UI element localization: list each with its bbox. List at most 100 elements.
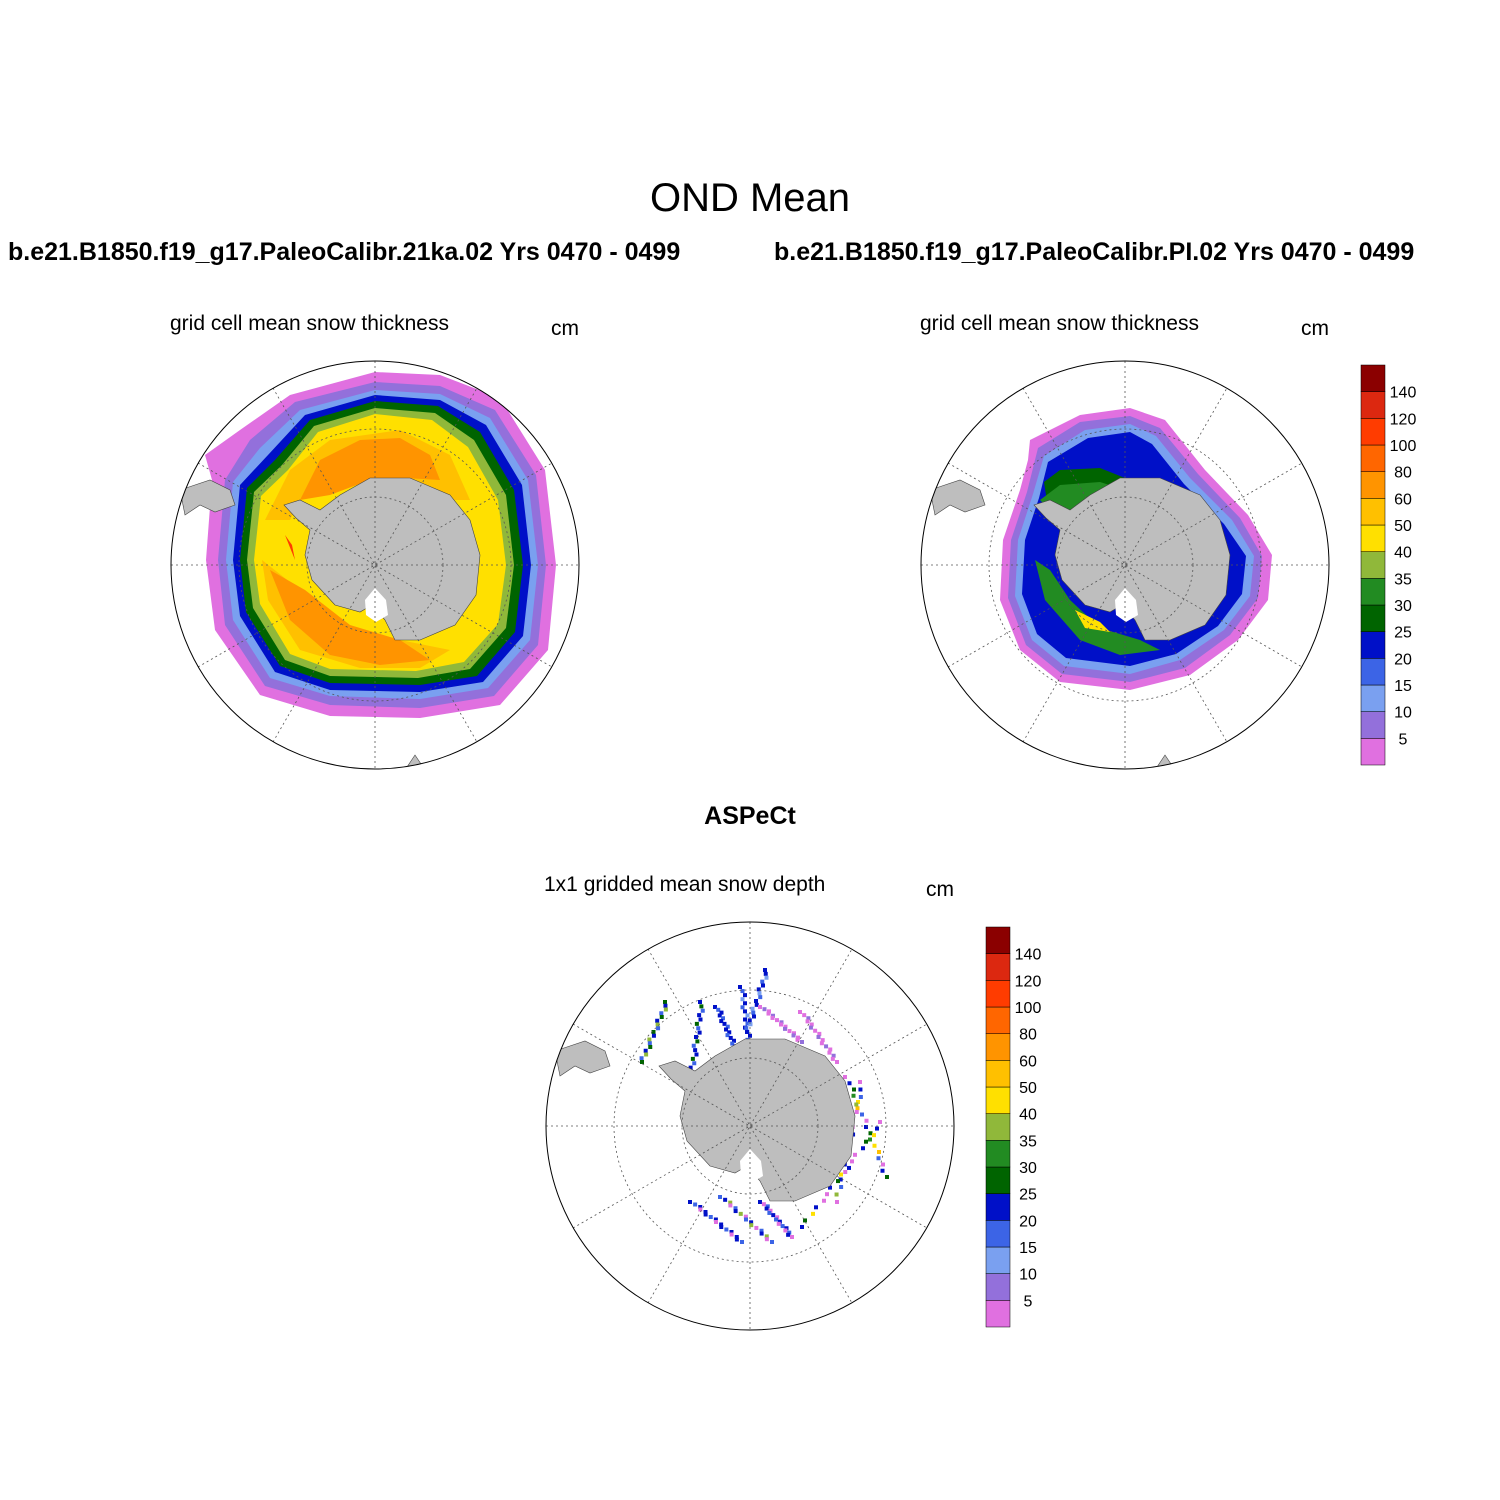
observation-cell (868, 1137, 872, 1142)
colorbar-swatch (985, 953, 1011, 981)
observation-cell (756, 987, 761, 992)
colorbar-tick-label: 60 (1019, 1053, 1037, 1070)
observation-cell (763, 968, 767, 972)
observation-cell (647, 1041, 652, 1046)
colorbar-tick-label: 35 (1019, 1133, 1037, 1150)
colorbar-swatch (1360, 364, 1386, 392)
observation-cell (885, 1175, 889, 1179)
observation-cell (860, 1112, 864, 1117)
observation-cell (703, 1210, 708, 1214)
observation-cell (864, 1118, 869, 1123)
map-panel-pi (921, 361, 1329, 769)
observation-cell (759, 1231, 764, 1236)
colorbar-swatch (985, 1033, 1011, 1061)
observation-cell (740, 997, 745, 1002)
observation-cell (843, 1075, 847, 1079)
colorbar-tick-label: 30 (1394, 598, 1412, 615)
observation-cell (876, 1156, 881, 1161)
observation-cell (770, 1015, 775, 1020)
observation-cell (744, 1026, 749, 1031)
colorbar-tick-label: 15 (1394, 678, 1412, 695)
observation-cell (718, 1195, 722, 1199)
observation-cell (699, 1004, 704, 1009)
graticule (171, 361, 579, 769)
observation-cell (643, 1048, 648, 1053)
observation-cell (802, 1013, 807, 1018)
observation-cell (831, 1053, 836, 1058)
observation-cell (745, 1021, 750, 1026)
colorbar-tick-label: 140 (1015, 947, 1042, 964)
observation-cell (745, 1013, 750, 1018)
observation-cell (880, 1168, 885, 1173)
observation-cell (694, 1052, 699, 1057)
observation-cell (784, 1226, 789, 1231)
observation-cell (697, 1013, 702, 1018)
observation-cell (655, 1022, 660, 1027)
observation-cell (854, 1102, 859, 1107)
observation-cell (806, 1016, 811, 1021)
observation-cell (811, 1211, 815, 1216)
observation-cell (714, 1220, 718, 1224)
observation-cell (745, 1030, 749, 1034)
observation-cell (754, 999, 758, 1003)
observation-cell (698, 1207, 703, 1212)
observation-cell (843, 1170, 848, 1174)
snow-band-80b (270, 570, 430, 665)
observation-cell (858, 1087, 863, 1092)
colorbar-tick-label: 50 (1019, 1080, 1037, 1097)
observation-cell (796, 1035, 800, 1040)
observation-cell (752, 1014, 756, 1019)
colorbar-swatch (1360, 711, 1386, 739)
observation-cell (655, 1018, 660, 1023)
observation-cell (758, 1005, 762, 1009)
observation-cell (640, 1060, 644, 1064)
panel-2-unit: cm (1301, 317, 1329, 340)
observation-cell (791, 1033, 796, 1038)
colorbar-tick-label: 80 (1394, 465, 1412, 482)
colorbar-swatch (985, 1273, 1011, 1301)
observation-cell (713, 1217, 718, 1222)
colorbar-tick-label: 15 (1019, 1240, 1037, 1257)
observation-cell (847, 1081, 852, 1086)
observation-cell (651, 1033, 656, 1038)
observation-cell (839, 1185, 844, 1189)
colorbar-swatch (1360, 471, 1386, 499)
observation-cell (688, 1200, 692, 1204)
map-boundary-21ka (170, 360, 580, 770)
observation-cell (850, 1159, 854, 1164)
observation-cell (875, 1126, 879, 1131)
observation-cell (719, 1225, 724, 1229)
observation-cell (855, 1106, 860, 1111)
observation-cell (864, 1125, 868, 1129)
antarctica-landmass (554, 1038, 856, 1202)
colorbar-tick-label: 120 (1015, 973, 1042, 990)
observation-cell (754, 1002, 759, 1007)
colorbar-tick-label: 5 (1024, 1293, 1033, 1310)
observation-cell (881, 1162, 885, 1167)
observation-cell (852, 1087, 856, 1092)
observation-cell (830, 1056, 835, 1061)
observation-cell (764, 1237, 769, 1242)
colorbar-tick-label: 25 (1394, 625, 1412, 642)
colorbar-swatch (1360, 631, 1386, 659)
antarctica-landmass (929, 477, 1231, 769)
colorbar-tick-label: 140 (1390, 385, 1417, 402)
observation-cell (872, 1133, 876, 1138)
observation-cell (693, 1202, 698, 1207)
observation-cell (775, 1215, 780, 1220)
panel-3-case-title: ASPeCt (704, 802, 796, 830)
panel-3-unit: cm (926, 878, 954, 901)
colorbar-swatch (1360, 738, 1386, 766)
observation-cell (743, 1001, 747, 1006)
observation-cell (795, 1037, 800, 1042)
observation-cell (724, 1227, 729, 1232)
observation-cell (864, 1139, 868, 1144)
observation-cell (740, 1005, 745, 1010)
observation-cell (743, 1009, 747, 1014)
colorbar-tick-label: 5 (1399, 731, 1408, 748)
colorbar-tick-label: 20 (1019, 1213, 1037, 1230)
observation-tracks (639, 968, 889, 1244)
colorbar-swatch (1360, 604, 1386, 632)
observation-cell (771, 1213, 776, 1218)
colorbar-bottom: 5 10 15 20 25 30 35 40 50 60 80 100 120 140 (985, 926, 1042, 1328)
